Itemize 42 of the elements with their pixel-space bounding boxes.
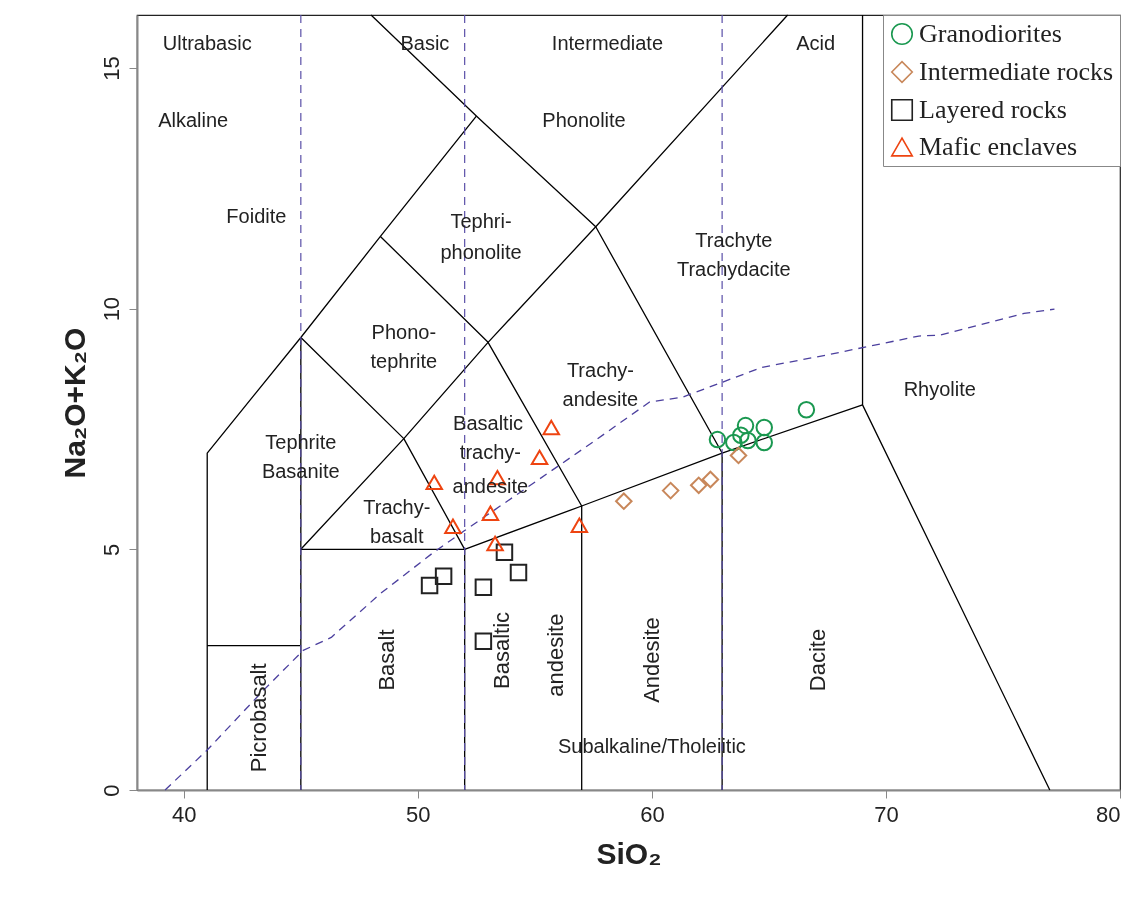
annotation: Trachydacite bbox=[676, 258, 791, 281]
y-tick-label: 15 bbox=[98, 56, 124, 81]
annotation: Rhyolite bbox=[903, 378, 976, 401]
annotation: Phonolite bbox=[542, 108, 626, 131]
legend-label: Granodiorites bbox=[919, 19, 1062, 48]
x-tick-label: 80 bbox=[1096, 801, 1121, 827]
annotation: Foidite bbox=[226, 205, 287, 228]
annotation: andesite bbox=[542, 613, 568, 697]
annotation: Basalt bbox=[374, 629, 400, 691]
annotation: phonolite bbox=[440, 241, 522, 264]
legend-label: Layered rocks bbox=[919, 95, 1067, 124]
annotation: trachy- bbox=[459, 441, 521, 464]
x-tick-label: 60 bbox=[640, 801, 665, 827]
y-axis-title: Na₂O+K₂O bbox=[57, 327, 91, 479]
annotation: Andesite bbox=[638, 617, 664, 703]
x-tick-label: 40 bbox=[172, 801, 197, 827]
annotation: tephrite bbox=[370, 349, 438, 372]
y-tick-label: 5 bbox=[98, 543, 124, 556]
legend-label: Intermediate rocks bbox=[919, 57, 1114, 86]
annotation: Dacite bbox=[805, 628, 831, 692]
annotation: andesite bbox=[452, 474, 529, 497]
x-axis-title: SiO₂ bbox=[596, 836, 662, 870]
annotation: Basaltic bbox=[489, 611, 515, 689]
annotation: Picrobasalt bbox=[245, 663, 271, 773]
y-tick-label: 10 bbox=[98, 296, 124, 322]
x-tick-label: 50 bbox=[406, 801, 431, 827]
annotation: basalt bbox=[370, 525, 424, 548]
annotation: Phono- bbox=[371, 320, 437, 343]
annotation: Intermediate bbox=[551, 31, 664, 54]
annotation: andesite bbox=[562, 388, 639, 411]
y-tick-label: 0 bbox=[98, 784, 124, 797]
annotation: Trachy- bbox=[566, 359, 634, 382]
annotation: Trachy- bbox=[363, 496, 431, 519]
annotation: Ultrabasic bbox=[162, 31, 252, 54]
annotation: Tephri- bbox=[450, 209, 512, 232]
annotation: Acid bbox=[796, 31, 836, 54]
annotation: Trachyte bbox=[695, 229, 773, 252]
x-tick-label: 70 bbox=[874, 801, 899, 827]
annotation: Basic bbox=[400, 31, 450, 54]
annotation: Alkaline bbox=[158, 108, 229, 131]
annotation: Basaltic bbox=[453, 412, 524, 435]
legend-label: Mafic enclaves bbox=[919, 132, 1078, 161]
